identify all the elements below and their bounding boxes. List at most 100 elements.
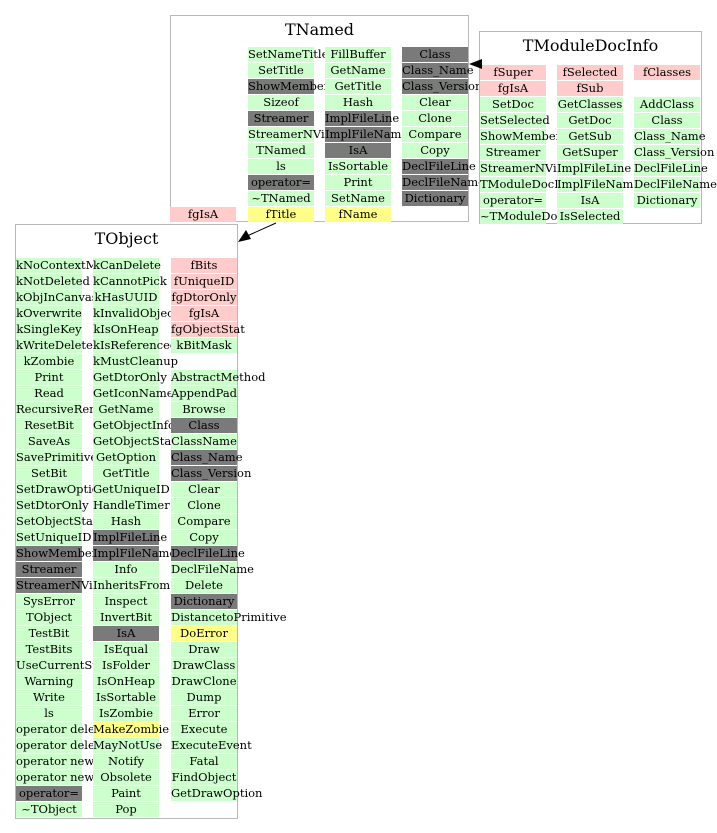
- member-tmoduledocinfo-setdoc: SetDoc: [480, 97, 546, 112]
- member-tobject-iszombie: IsZombie: [93, 706, 159, 721]
- member-tmoduledocinfo-dictionary: Dictionary: [634, 193, 700, 208]
- member-tobject-read: Read: [16, 386, 82, 401]
- member-tobject-getobjectinfo: GetObjectInfo: [93, 418, 175, 433]
- class-title-tobject: TObject: [94, 229, 159, 248]
- member-tobject-paint: Paint: [93, 786, 159, 801]
- member-tobject-kzombie: kZombie: [16, 354, 82, 369]
- member-tmoduledocinfo-operator: operator=: [480, 193, 546, 208]
- class-title-tnamed: TNamed: [284, 20, 355, 39]
- member-tobject-setobjectstat: SetObjectStat: [16, 514, 98, 529]
- member-tobject-setbit: SetBit: [16, 466, 82, 481]
- member-tobject-knotdeleted: kNotDeleted: [16, 274, 90, 289]
- member-tobject-kbitmask: kBitMask: [171, 338, 237, 353]
- member-tmoduledocinfo-getclasses: GetClasses: [557, 97, 623, 112]
- member-tobject-fbits: fBits: [171, 258, 237, 273]
- member-tobject-getdrawoption: GetDrawOption: [171, 786, 263, 801]
- member-tobject-dictionary: Dictionary: [171, 594, 237, 609]
- member-tobject-tobject: TObject: [16, 610, 82, 625]
- member-tmoduledocinfo-setselected: SetSelected: [480, 113, 550, 128]
- member-tmoduledocinfo-implfileline: ImplFileLine: [557, 161, 632, 176]
- member-tobject-implfileline: ImplFileLine: [93, 530, 168, 545]
- member-tnamed-showmembers: ShowMembers: [248, 79, 336, 94]
- member-tobject-info: Info: [93, 562, 159, 577]
- member-tobject-appendpad: AppendPad: [171, 386, 238, 401]
- member-tmoduledocinfo-fgisa: fgIsA: [480, 81, 546, 96]
- member-tobject-findobject: FindObject: [171, 770, 237, 785]
- member-tobject-isa: IsA: [93, 626, 159, 641]
- member-tmoduledocinfo-addclass: AddClass: [634, 97, 700, 112]
- member-tobject-geticonname: GetIconName: [93, 386, 174, 401]
- member-tobject-saveprimitive: SavePrimitive: [16, 450, 98, 465]
- member-tobject-funiqueid: fUniqueID: [171, 274, 237, 289]
- member-tnamed-implfilename: ImplFileName: [325, 127, 409, 142]
- member-tobject-kcannotpick: kCannotPick: [93, 274, 167, 289]
- member-tobject-operator-delete: operator delete: [16, 722, 107, 737]
- member-tmoduledocinfo-class: Class: [634, 113, 700, 128]
- member-tnamed-fillbuffer: FillBuffer: [325, 47, 391, 62]
- member-tmoduledocinfo-getsub: GetSub: [557, 129, 623, 144]
- member-tmoduledocinfo-getdoc: GetDoc: [557, 113, 623, 128]
- member-tmoduledocinfo-implfilename: ImplFileName: [557, 177, 641, 192]
- member-tobject-streamer: Streamer: [16, 562, 82, 577]
- member-tobject-isequal: IsEqual: [93, 642, 159, 657]
- member-tmoduledocinfo-class-version: Class_Version: [634, 145, 715, 160]
- member-tobject-isfolder: IsFolder: [93, 658, 159, 673]
- member-tobject-notify: Notify: [93, 754, 159, 769]
- member-tobject-gettitle: GetTitle: [93, 466, 159, 481]
- member-tobject-pop: Pop: [93, 802, 159, 817]
- member-tnamed-print: Print: [325, 175, 391, 190]
- member-tmoduledocinfo-declfilename: DeclFileName: [634, 177, 717, 192]
- member-tobject-inspect: Inspect: [93, 594, 159, 609]
- member-tnamed-fname: fName: [325, 207, 391, 222]
- member-tnamed-ls: ls: [248, 159, 314, 174]
- member-tobject-implfilename: ImplFileName: [93, 546, 177, 561]
- member-tobject-saveas: SaveAs: [16, 434, 82, 449]
- member-tmoduledocinfo-fsuper: fSuper: [480, 65, 546, 80]
- member-tobject-fatal: Fatal: [171, 754, 237, 769]
- member-tobject-kisreferenced: kIsReferenced: [93, 338, 178, 353]
- member-tobject-kisonheap: kIsOnHeap: [93, 322, 159, 337]
- member-tobject-doerror: DoError: [171, 626, 237, 641]
- member-tnamed-compare: Compare: [402, 127, 468, 142]
- member-tobject-koverwrite: kOverwrite: [16, 306, 82, 321]
- member-tobject-clone: Clone: [171, 498, 237, 513]
- class-title-tmoduledocinfo: TModuleDocInfo: [522, 36, 659, 55]
- member-tobject-class-name: Class_Name: [171, 450, 243, 465]
- member-tobject-setuniqueid: SetUniqueID: [16, 530, 92, 545]
- member-tnamed-class-version: Class_Version: [402, 79, 483, 94]
- member-tmoduledocinfo-showmembers: ShowMembers: [480, 129, 568, 144]
- member-tmoduledocinfo-streamer: Streamer: [480, 145, 546, 160]
- member-tmoduledocinfo-streamernvirtual: StreamerNVirtual: [480, 161, 585, 176]
- member-tobject-invertbit: InvertBit: [93, 610, 159, 625]
- member-tobject-declfilename: DeclFileName: [171, 562, 254, 577]
- member-tobject-kmustcleanup: kMustCleanup: [93, 354, 178, 369]
- member-tobject-setdrawoption: SetDrawOption: [16, 482, 107, 497]
- member-tobject-usecurrentstyle: UseCurrentStyle: [16, 658, 114, 673]
- member-tmoduledocinfo-getsuper: GetSuper: [557, 145, 623, 160]
- member-tmoduledocinfo-tmoduledocinfo: ~TModuleDocInfo: [480, 209, 587, 224]
- member-tobject-declfileline: DeclFileLine: [171, 546, 245, 561]
- member-tobject-drawclass: DrawClass: [171, 658, 237, 673]
- member-tnamed-getname: GetName: [325, 63, 391, 78]
- member-tobject-kinvalidobject: kInvalidObject: [93, 306, 179, 321]
- member-tmoduledocinfo-isselected: IsSelected: [557, 209, 623, 224]
- member-tmoduledocinfo-tmoduledocinfo: TModuleDocInfo: [480, 177, 578, 192]
- member-tnamed-operator: operator=: [248, 175, 314, 190]
- member-tnamed-streamer: Streamer: [248, 111, 314, 126]
- member-tobject-operator-new: operator new: [16, 754, 95, 769]
- member-tnamed-sizeof: Sizeof: [248, 95, 314, 110]
- member-tobject-getobjectstat: GetObjectStat: [93, 434, 176, 449]
- member-tobject-getuniqueid: GetUniqueID: [93, 482, 170, 497]
- member-tobject-drawclone: DrawClone: [171, 674, 237, 689]
- member-tobject-operator-delete: operator delete[]: [16, 738, 116, 753]
- member-tobject-hash: Hash: [93, 514, 159, 529]
- member-tobject-makezombie: MakeZombie: [93, 722, 170, 737]
- member-tnamed-tnamed: TNamed: [248, 143, 314, 158]
- member-tobject-executeevent: ExecuteEvent: [171, 738, 252, 753]
- member-tnamed-external-fgisa: fgIsA: [170, 207, 236, 222]
- member-tobject-fgisa: fgIsA: [171, 306, 237, 321]
- member-tobject-ksinglekey: kSingleKey: [16, 322, 82, 337]
- member-tobject-dump: Dump: [171, 690, 237, 705]
- member-tnamed-settitle: SetTitle: [248, 63, 314, 78]
- member-tnamed-class: Class: [402, 47, 468, 62]
